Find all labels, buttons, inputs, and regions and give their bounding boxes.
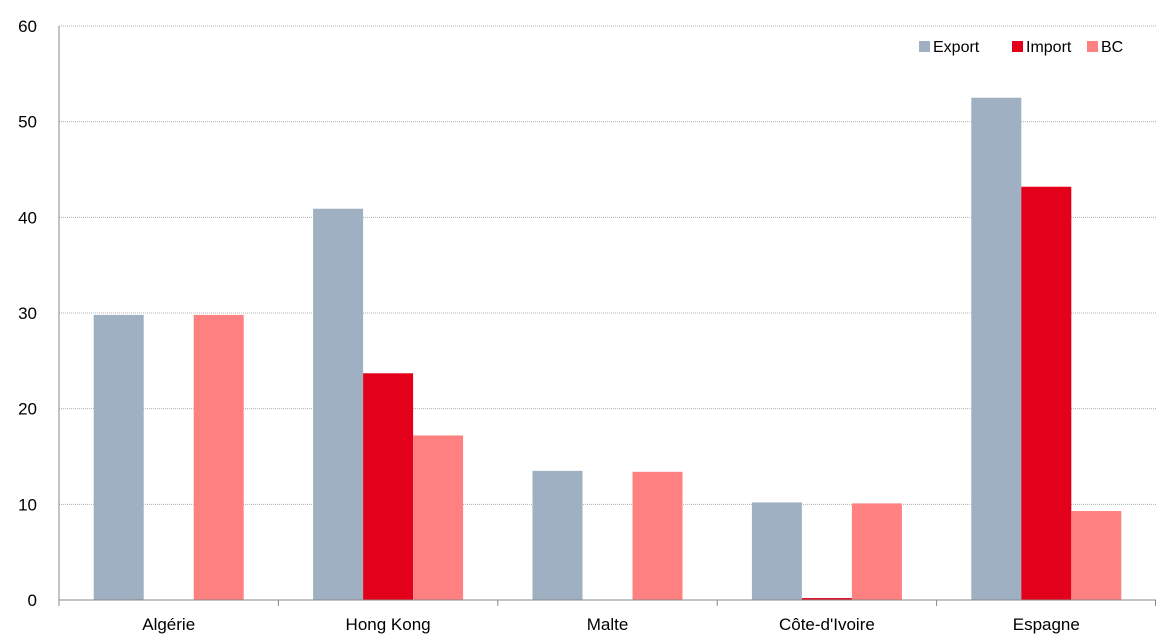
legend-label-export: Export bbox=[933, 39, 980, 56]
y-tick-label: 0 bbox=[28, 591, 37, 610]
bar-bc-4 bbox=[1071, 511, 1122, 600]
bar-export-0 bbox=[93, 314, 144, 600]
bar-export-4 bbox=[971, 97, 1022, 600]
y-axis-tick-labels: 0 10 20 30 40 50 60 bbox=[18, 17, 37, 610]
bar-bc-0 bbox=[193, 314, 244, 600]
legend-swatch-bc bbox=[1087, 41, 1098, 52]
x-category-label: Espagne bbox=[1013, 615, 1080, 634]
y-tick-label: 10 bbox=[18, 495, 37, 514]
bar-import-3 bbox=[801, 598, 852, 600]
y-tick-label: 20 bbox=[18, 400, 37, 419]
bar-bc-3 bbox=[851, 503, 902, 600]
x-category-label: Côte-d'Ivoire bbox=[779, 615, 875, 634]
y-tick-label: 30 bbox=[18, 304, 37, 323]
legend-swatch-import bbox=[1012, 41, 1023, 52]
legend: Export Import BC bbox=[919, 39, 1123, 56]
y-tick-label: 40 bbox=[18, 208, 37, 227]
legend-swatch-export bbox=[919, 41, 930, 52]
x-category-label: Malte bbox=[587, 615, 629, 634]
bars bbox=[93, 97, 1122, 600]
bar-bc-1 bbox=[413, 435, 464, 600]
x-category-label: Algérie bbox=[142, 615, 195, 634]
bar-export-1 bbox=[313, 208, 364, 600]
x-axis-ticks bbox=[58, 600, 1156, 606]
bar-bc-2 bbox=[632, 471, 683, 600]
bar-import-1 bbox=[363, 373, 414, 600]
y-tick-label: 60 bbox=[18, 17, 37, 36]
legend-label-import: Import bbox=[1026, 39, 1072, 56]
x-category-label: Hong Kong bbox=[346, 615, 431, 634]
bar-import-4 bbox=[1021, 186, 1072, 600]
legend-label-bc: BC bbox=[1101, 39, 1123, 56]
y-tick-label: 50 bbox=[18, 113, 37, 132]
bar-export-3 bbox=[751, 502, 802, 600]
x-axis-category-labels: Algérie Hong Kong Malte Côte-d'Ivoire Espagn… bbox=[142, 615, 1080, 634]
bar-export-2 bbox=[532, 470, 583, 600]
